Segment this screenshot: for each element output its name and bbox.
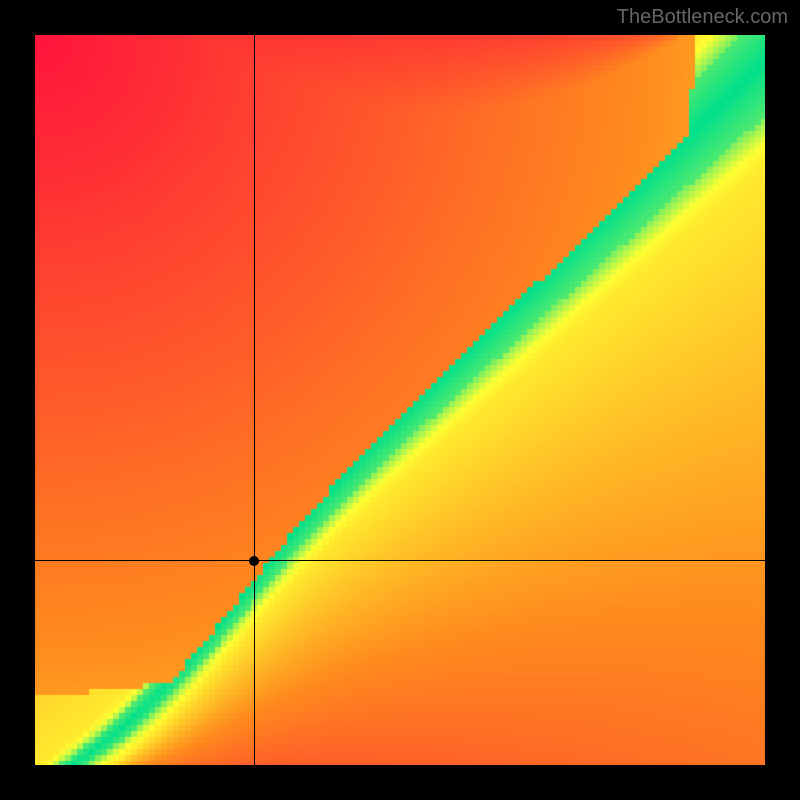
crosshair-horizontal	[35, 560, 765, 561]
frame-left	[0, 0, 35, 800]
bottleneck-heatmap	[35, 35, 765, 765]
frame-bottom	[0, 765, 800, 800]
frame-right	[765, 0, 800, 800]
selected-point-marker	[249, 556, 259, 566]
watermark-text: TheBottleneck.com	[617, 6, 788, 29]
crosshair-vertical	[254, 35, 255, 765]
chart-wrapper: TheBottleneck.com	[0, 0, 800, 800]
